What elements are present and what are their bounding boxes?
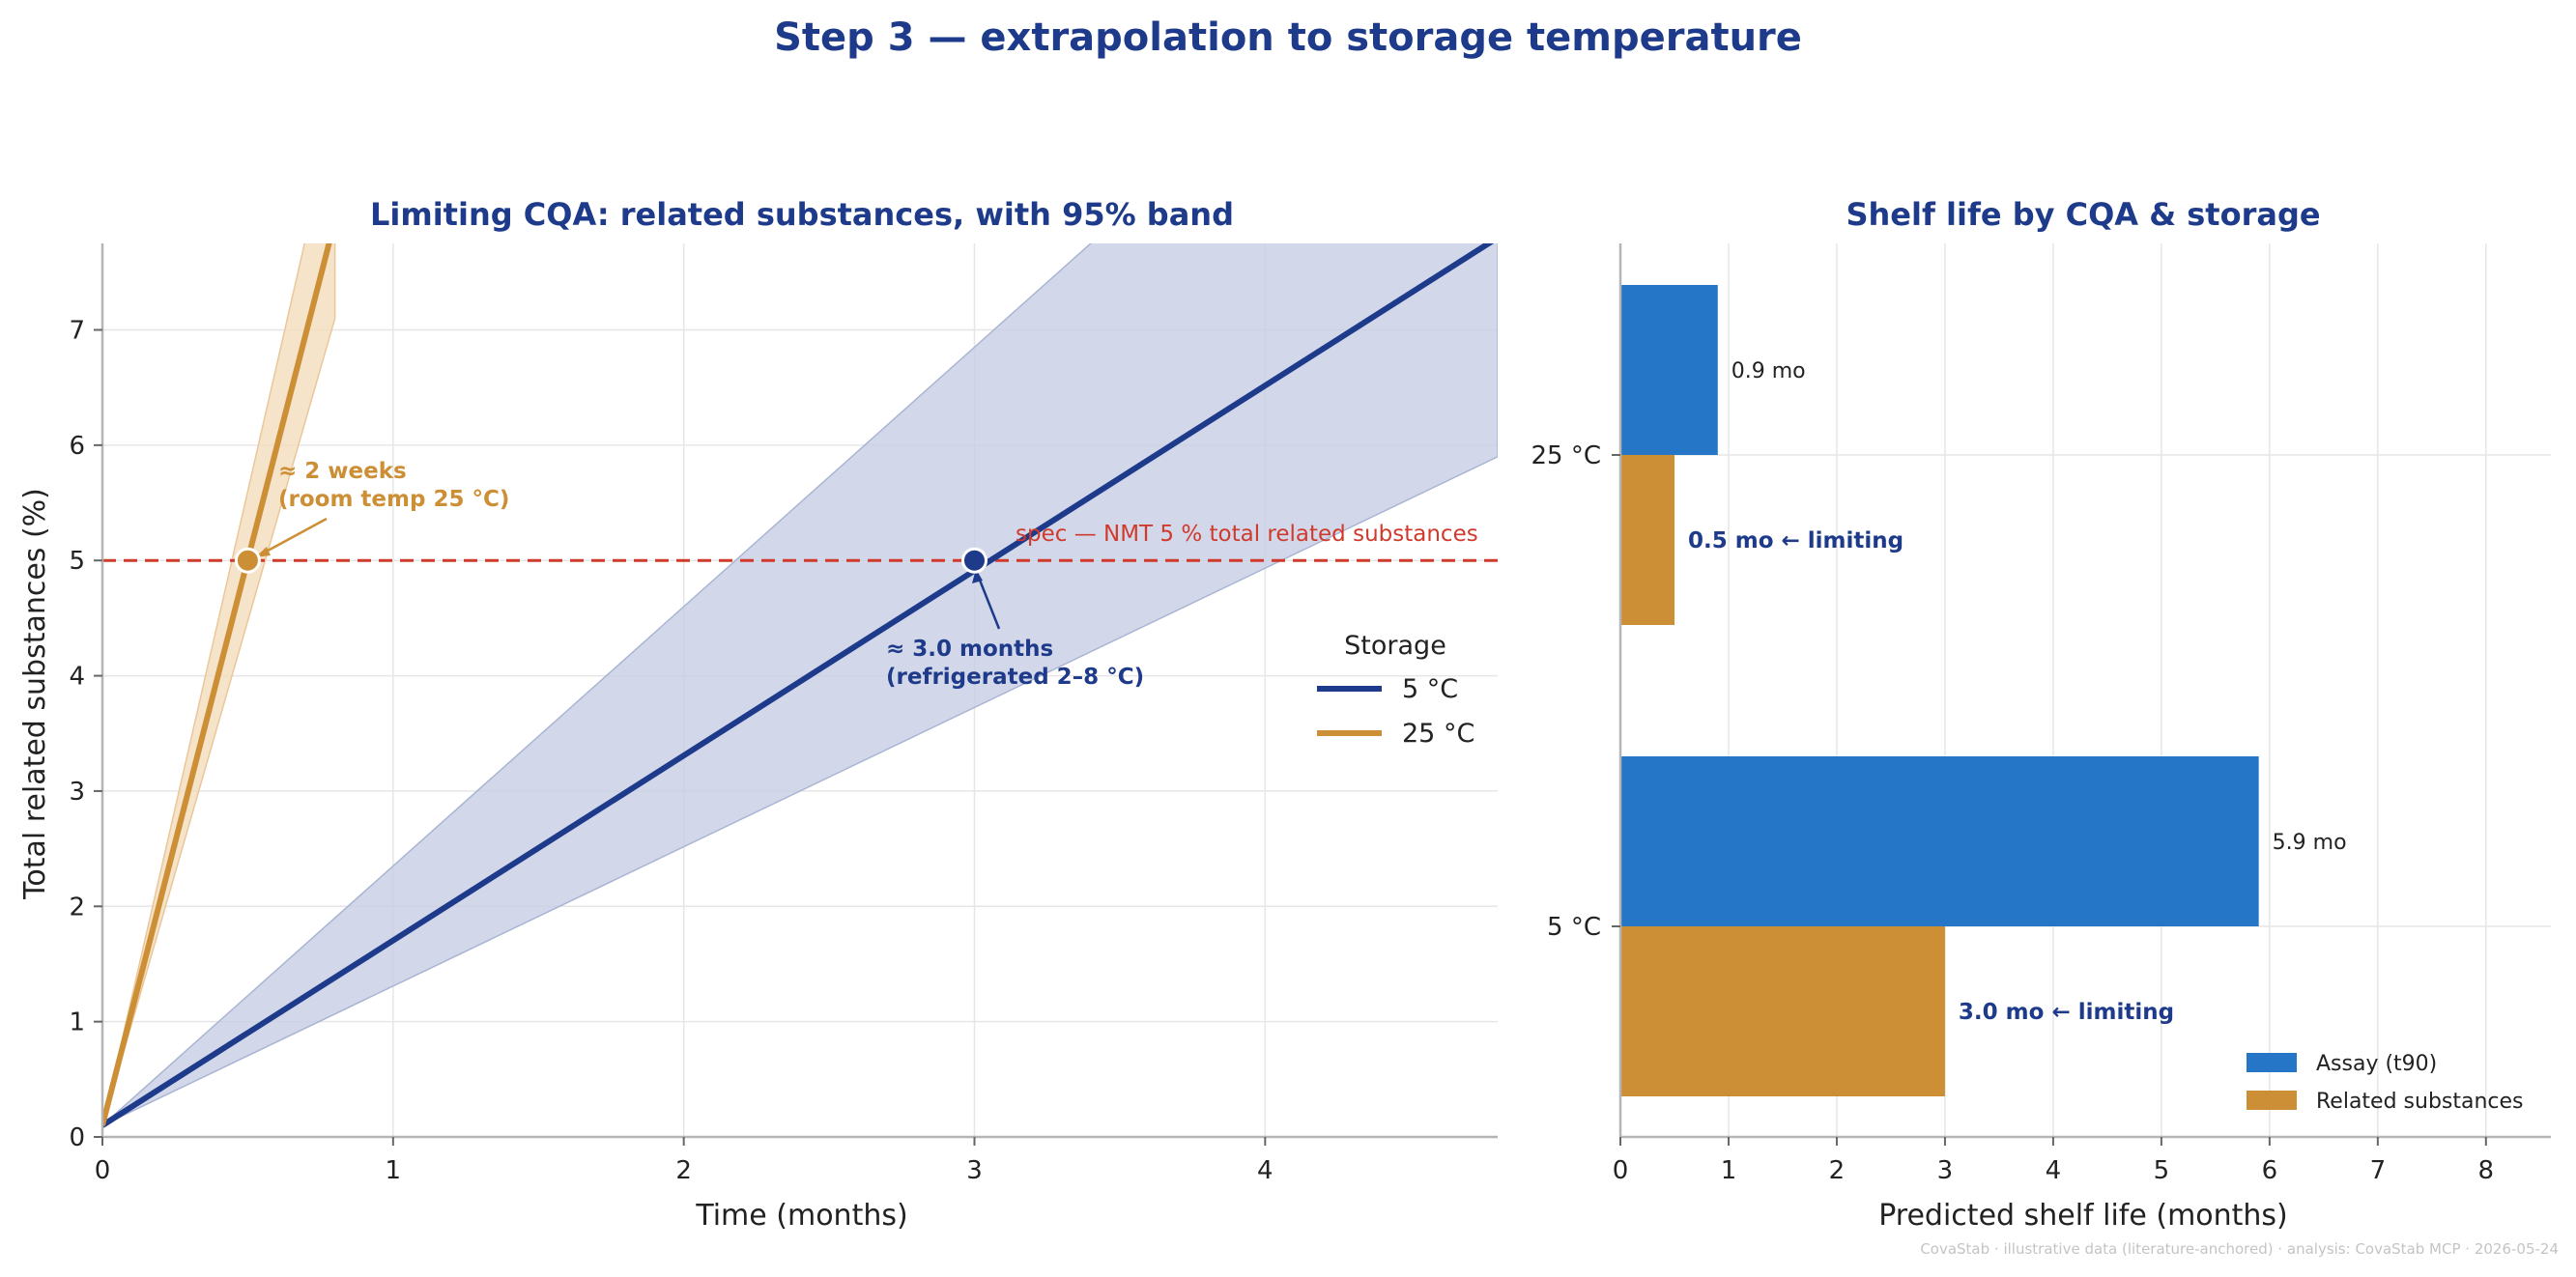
left-y-tick-2: 2 (69, 893, 85, 922)
bar-related-25c (1620, 455, 1674, 625)
series-line-25c (102, 243, 332, 1126)
left-chart-title: Limiting CQA: related substances, with 9… (370, 196, 1234, 233)
left-tick-labels: 0 1 2 3 4 0 1 2 3 4 5 6 7 (69, 317, 1273, 1185)
annotation-5c: ≈ 3.0 months (refrigerated 2–8 °C) (886, 569, 1144, 690)
bar-label-assay-5c: 5.9 mo (2273, 831, 2347, 855)
right-legend: Assay (t90) Related substances (2247, 1052, 2524, 1114)
left-legend: Storage 5 °C 25 °C (1317, 631, 1474, 749)
bar-label-assay-25c: 0.9 mo (1732, 359, 1806, 383)
left-confidence-bands (102, 243, 1498, 1126)
annotation-25c-arrow-shaft (258, 517, 328, 557)
left-x-tick-1: 1 (386, 1156, 402, 1185)
right-x-tick-2: 2 (1829, 1156, 1846, 1185)
series-line-5c (102, 243, 1495, 1128)
left-y-tick-4: 4 (69, 663, 85, 692)
left-x-tick-0: 0 (95, 1156, 111, 1185)
right-x-axis-label: Predicted shelf life (months) (1878, 1199, 2288, 1233)
right-x-tick-1: 1 (1721, 1156, 1737, 1185)
left-y-tick-1: 1 (69, 1008, 85, 1037)
right-chart-panel: Shelf life by CQA & storage 0.9 mo 0.5 mo… (1531, 196, 2551, 1233)
right-chart-title: Shelf life by CQA & storage (1846, 196, 2320, 233)
left-x-tick-3: 3 (966, 1156, 983, 1185)
annotation-25c-line1: ≈ 2 weeks (278, 459, 407, 484)
right-x-tick-7: 7 (2370, 1156, 2387, 1185)
crossing-point-5c (961, 547, 987, 574)
crossing-point-25c (234, 547, 261, 574)
left-y-tick-6: 6 (69, 432, 85, 461)
right-y-tick-5c: 5 °C (1547, 913, 1601, 942)
right-bars (1620, 285, 2259, 1096)
bar-label-related-5c: 3.0 mo ← limiting (1959, 1000, 2174, 1025)
right-x-tick-8: 8 (2478, 1156, 2495, 1185)
footer-note: CovaStab · illustrative data (literature… (1920, 1240, 2559, 1258)
left-crossing-points (234, 547, 987, 574)
right-x-tick-5: 5 (2154, 1156, 2170, 1185)
annotation-5c-line1: ≈ 3.0 months (886, 637, 1053, 662)
legend-label-related: Related substances (2316, 1090, 2524, 1114)
right-x-tick-6: 6 (2262, 1156, 2278, 1185)
right-x-tick-4: 4 (2046, 1156, 2062, 1185)
right-bar-labels: 0.9 mo 0.5 mo ← limiting 5.9 mo 3.0 mo ← li… (1688, 359, 2347, 1025)
left-x-tick-4: 4 (1257, 1156, 1274, 1185)
right-x-tick-0: 0 (1613, 1156, 1629, 1185)
right-x-tick-3: 3 (1937, 1156, 1954, 1185)
left-x-axis-label: Time (months) (695, 1199, 907, 1233)
legend-swatch-assay (2247, 1053, 2297, 1072)
right-tick-labels: 0 1 2 3 4 5 6 7 8 25 °C 5 °C (1531, 441, 2494, 1185)
left-axes (94, 243, 1498, 1146)
legend-label-25c: 25 °C (1402, 719, 1474, 749)
bar-related-5c (1620, 926, 1945, 1096)
bar-assay-5c (1620, 756, 2259, 926)
right-axes (1612, 243, 2551, 1146)
left-x-tick-2: 2 (675, 1156, 692, 1185)
right-y-tick-25c: 25 °C (1531, 441, 1601, 470)
bar-label-related-25c: 0.5 mo ← limiting (1688, 528, 1903, 553)
left-series-lines (102, 243, 1495, 1128)
legend-swatch-related (2247, 1091, 2297, 1110)
legend-label-assay: Assay (t90) (2316, 1052, 2437, 1076)
left-chart-panel: Limiting CQA: related substances, with 9… (18, 196, 1498, 1233)
spec-limit-label: spec — NMT 5 % total related substances (1016, 522, 1478, 547)
annotation-25c-line2: (room temp 25 °C) (278, 487, 509, 512)
bar-assay-25c (1620, 285, 1718, 455)
legend-title: Storage (1344, 631, 1446, 661)
annotation-5c-arrow-head (972, 569, 983, 583)
annotation-5c-line2: (refrigerated 2–8 °C) (886, 665, 1144, 690)
left-y-tick-3: 3 (69, 778, 85, 807)
figure-suptitle: Step 3 — extrapolation to storage temper… (774, 15, 1802, 60)
legend-label-5c: 5 °C (1402, 674, 1458, 704)
annotation-5c-arrow-shaft (977, 577, 1001, 630)
left-y-axis-label: Total related substances (%) (18, 488, 52, 900)
left-y-tick-5: 5 (69, 547, 85, 576)
left-y-tick-0: 0 (69, 1123, 85, 1152)
band-5c (102, 243, 1498, 1126)
annotation-25c: ≈ 2 weeks (room temp 25 °C) (255, 459, 509, 557)
left-y-tick-7: 7 (69, 317, 85, 346)
